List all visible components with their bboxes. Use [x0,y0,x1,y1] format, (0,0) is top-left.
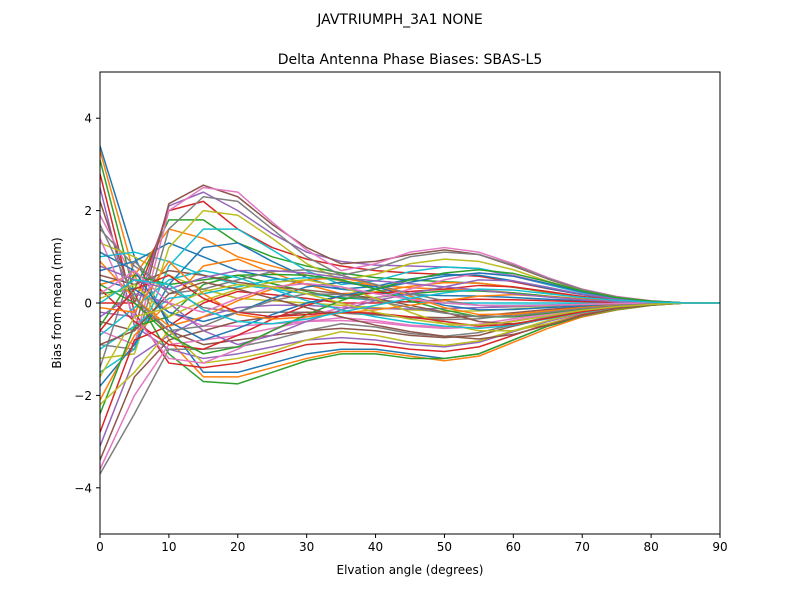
y-tick-label: 2 [84,204,92,218]
x-tick-label: 10 [161,540,176,554]
y-tick-label: 4 [84,112,92,126]
series-line-43 [100,268,720,355]
x-tick-label: 40 [368,540,383,554]
series-line-49 [100,283,720,378]
series-line-46 [100,281,720,346]
series-line-47 [100,269,720,313]
x-tick-label: 80 [643,540,658,554]
series-layer [100,145,720,475]
series-line-45 [100,265,720,304]
x-tick-label: 70 [575,540,590,554]
chart-title: Delta Antenna Phase Biases: SBAS-L5 [278,52,543,68]
y-axis: −4 −2 0 2 4 [74,112,100,495]
series-line-24 [100,290,720,433]
x-tick-label: 30 [299,540,314,554]
x-tick-label: 90 [712,540,727,554]
figure-suptitle: JAVTRIUMPH_3A1 NONE [316,12,483,28]
x-axis-label: Elvation angle (degrees) [337,563,484,577]
series-line-48 [100,224,720,332]
x-tick-label: 0 [96,540,104,554]
x-tick-label: 20 [230,540,245,554]
y-tick-label: 0 [84,297,92,311]
y-axis-label: Bias from mean (mm) [50,237,64,368]
x-tick-label: 60 [506,540,521,554]
series-line-50 [100,279,720,325]
y-tick-label: −4 [74,481,92,495]
x-tick-label: 50 [437,540,452,554]
y-tick-label: −2 [74,389,92,403]
x-axis: 0 10 20 30 40 50 60 70 80 90 [96,534,728,554]
